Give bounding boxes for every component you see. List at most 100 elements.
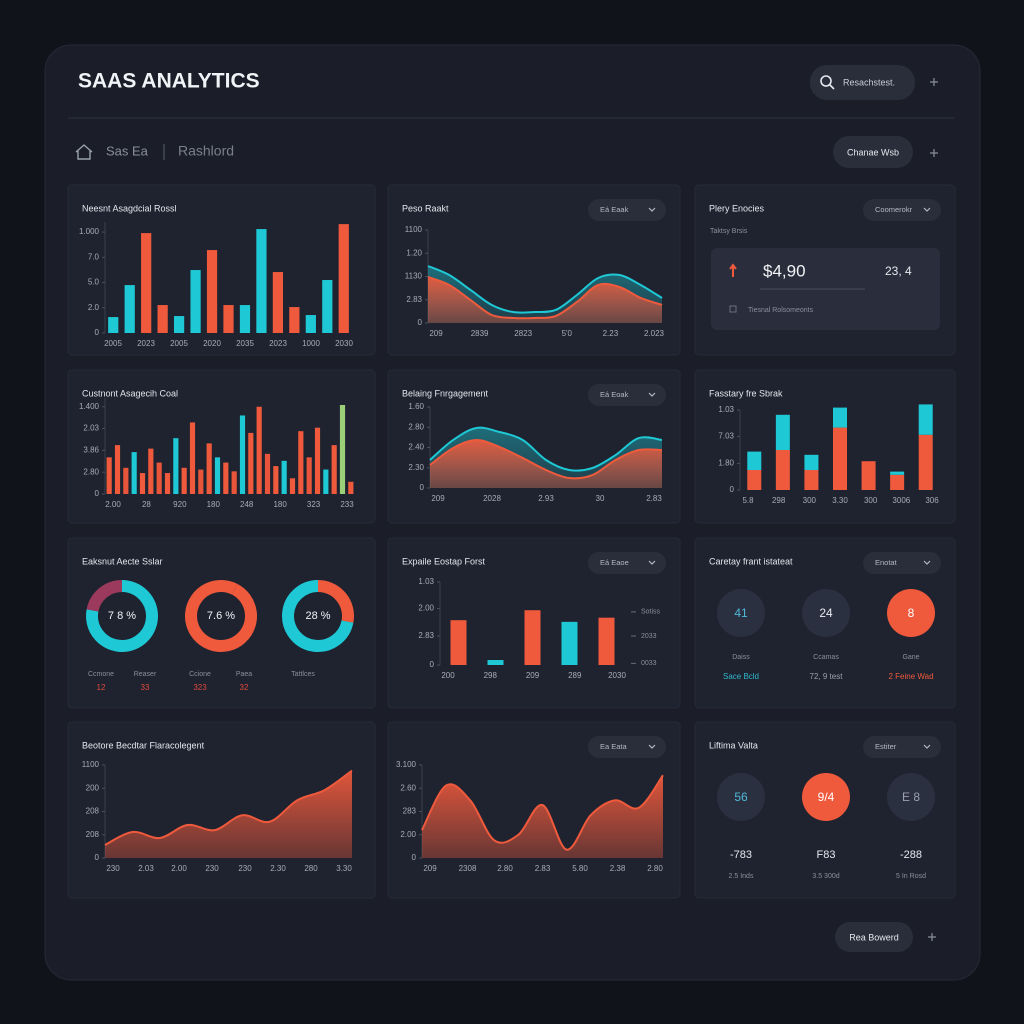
y-tick-label: 2.30: [408, 463, 424, 472]
bar: [139, 473, 146, 494]
x-tick-label: 5.80: [572, 864, 588, 873]
y-tick-label: 0: [95, 853, 100, 862]
home-icon[interactable]: [75, 144, 93, 160]
y-tick-label: 1100: [82, 760, 100, 769]
x-tick-label: 2823: [514, 329, 532, 338]
x-tick-label: 30: [596, 494, 605, 503]
donut-caption: Ccmone: [88, 671, 114, 678]
x-tick-label: 280: [304, 864, 318, 873]
search-text[interactable]: Resachstest.: [843, 77, 895, 87]
x-tick-label: 3006: [892, 496, 910, 505]
bar-segment: [890, 471, 905, 475]
bar-segment: [747, 470, 762, 490]
dropdown[interactable]: [863, 552, 941, 574]
x-tick-label: 2030: [608, 671, 626, 680]
donut-note: 323: [193, 683, 207, 692]
y-tick-label: 1.03: [418, 577, 434, 586]
bar: [108, 317, 119, 333]
footer-button[interactable]: [835, 922, 913, 952]
x-tick-label: 2839: [471, 329, 489, 338]
card-subtitle: Taktsy Brsis: [710, 228, 748, 235]
footer-button-label[interactable]: Rea Bowerd: [849, 932, 899, 942]
bar: [298, 431, 304, 494]
y-tick-label: 0: [430, 660, 435, 669]
dropdown-label: Enotat: [875, 558, 898, 567]
bar: [106, 457, 112, 494]
bar-segment: [861, 461, 876, 490]
dropdown[interactable]: [588, 199, 666, 221]
dropdown-chevron: [923, 744, 931, 749]
x-tick-label: 2030: [335, 339, 353, 348]
donut-label: 7.6 %: [207, 610, 235, 622]
y-tick-label: 3.86: [83, 445, 99, 454]
x-tick-label: 200: [441, 671, 455, 680]
y2-tick-label: 0033: [641, 660, 657, 667]
y-tick-label: 0: [420, 483, 425, 492]
stat-label: -288: [900, 849, 922, 861]
y-tick-label: 2.40: [408, 443, 424, 452]
x-tick-label: 2.00: [171, 864, 187, 873]
y-tick-label: 2.83: [418, 631, 434, 640]
bar: [339, 404, 346, 494]
dropdown-chevron: [648, 560, 656, 565]
kpi-side-value: 23, 4: [885, 264, 912, 278]
bar: [214, 457, 221, 494]
dropdown[interactable]: [863, 736, 941, 758]
bar: [124, 285, 135, 333]
stat-value: 41: [734, 606, 748, 620]
dropdown[interactable]: [863, 199, 941, 221]
x-tick-label: 2.83: [646, 494, 662, 503]
breadcrumb-item[interactable]: Sas Ea: [106, 143, 149, 158]
card-title: Neesnt Asagdcial Rossl: [82, 203, 177, 213]
donut-label: 7 8 %: [108, 610, 136, 622]
x-tick-label: 1000: [302, 339, 320, 348]
dropdown-chevron: [648, 207, 656, 212]
x-tick-label: 3.30: [336, 864, 352, 873]
stat-sub: 2 Feine Wad: [888, 672, 933, 681]
action-button-label[interactable]: Chanae Wsb: [847, 147, 899, 157]
add-icon[interactable]: [930, 149, 938, 157]
search-box[interactable]: [810, 65, 915, 100]
dropdown-chevron: [648, 392, 656, 397]
y2-tick-label: 2033: [641, 633, 657, 640]
add-icon[interactable]: [930, 78, 938, 86]
bar: [141, 233, 152, 333]
x-tick-label: 3.30: [832, 496, 848, 505]
app-title: SAAS ANALYTICS: [78, 70, 260, 93]
y-tick-label: 2.60: [400, 783, 416, 792]
stat-label: Gane: [902, 654, 919, 661]
y2-tick-label: Sotiss: [641, 609, 661, 616]
x-tick-label: 209: [431, 494, 445, 503]
bar: [314, 427, 321, 494]
donut-segment: [282, 580, 354, 652]
breadcrumb-item[interactable]: Rashlord: [178, 143, 234, 159]
x-tick-label: 2308: [459, 864, 477, 873]
donut-caption: Reaser: [134, 671, 157, 678]
stat-label: Ccamas: [813, 654, 839, 661]
dropdown[interactable]: [588, 384, 666, 406]
x-tick-label: 306: [925, 496, 939, 505]
x-tick-label: 2020: [203, 339, 221, 348]
bar: [156, 462, 162, 494]
dropdown[interactable]: [588, 736, 666, 758]
y-tick-label: 1.60: [408, 402, 424, 411]
dropdown[interactable]: [588, 552, 666, 574]
bar: [190, 270, 201, 333]
line: [429, 438, 663, 480]
bar: [322, 280, 333, 333]
stat-value: E 8: [902, 790, 920, 804]
bar-segment: [775, 450, 790, 490]
stat-circle: [802, 773, 850, 821]
x-tick-label: 5.8: [742, 496, 754, 505]
bar: [323, 469, 329, 494]
add-icon[interactable]: [928, 933, 936, 941]
stat-label: F83: [817, 849, 836, 861]
action-button[interactable]: [833, 136, 913, 168]
x-tick-label: 233: [340, 500, 354, 509]
card-title: Beotore Becdtar Flaracolegent: [82, 740, 205, 750]
y-tick-label: 283: [403, 807, 417, 816]
x-tick-label: 180: [207, 500, 221, 509]
bar: [148, 448, 154, 494]
dropdown-label: Eá Eaoe: [600, 558, 629, 567]
